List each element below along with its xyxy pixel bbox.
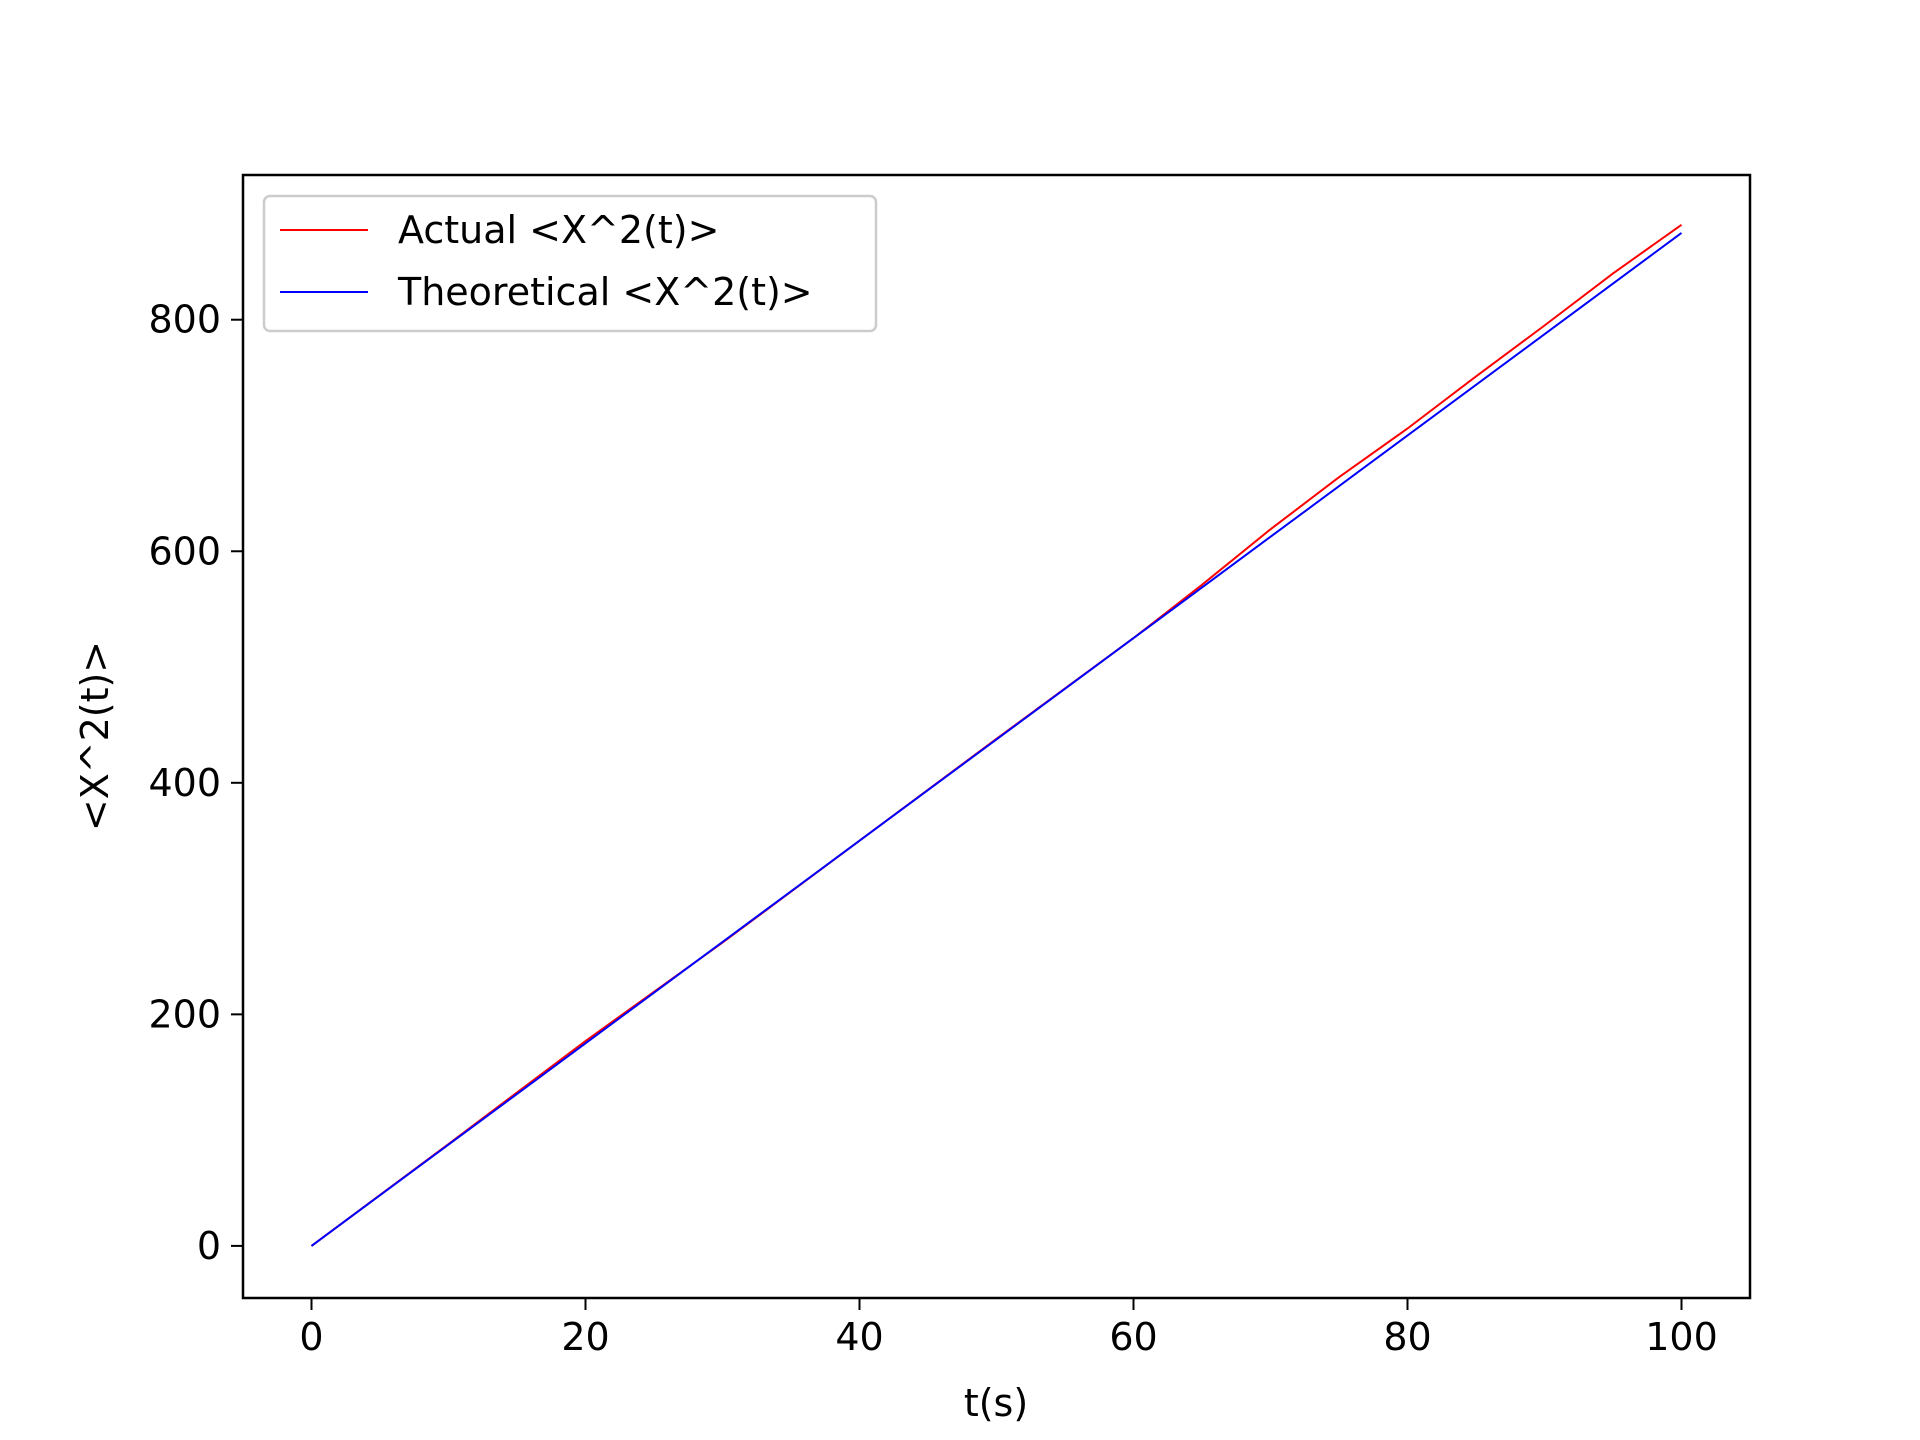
y-tick-label: 600 — [148, 529, 221, 573]
series-layer — [310, 223, 1683, 1247]
y-axis-label: <X^2(t)> — [73, 641, 117, 831]
x-tick-label: 100 — [1645, 1315, 1718, 1359]
series-line-0 — [310, 223, 1683, 1247]
x-axis-label: t(s) — [964, 1381, 1028, 1425]
series-line-1 — [310, 232, 1683, 1247]
x-tick-label: 80 — [1383, 1315, 1431, 1359]
y-axis: 0 200 400 600 800 — [148, 298, 243, 1268]
y-tick-label: 400 — [148, 761, 221, 805]
legend-label-theoretical: Theoretical <X^2(t)> — [397, 270, 813, 314]
plot-frame — [241, 173, 1752, 1300]
legend-box — [262, 194, 878, 333]
x-tick-label: 60 — [1109, 1315, 1157, 1359]
legend-label-actual: Actual <X^2(t)> — [398, 208, 719, 252]
x-tick-label: 20 — [561, 1315, 609, 1359]
x-tick-label: 0 — [299, 1315, 323, 1359]
x-axis: 0 20 40 60 80 100 — [299, 1298, 1718, 1359]
legend: Actual <X^2(t)> Theoretical <X^2(t)> — [262, 194, 878, 333]
y-tick-label: 800 — [148, 298, 221, 342]
x-tick-label: 40 — [835, 1315, 883, 1359]
y-tick-label: 0 — [197, 1224, 221, 1268]
y-tick-label: 200 — [148, 992, 221, 1036]
